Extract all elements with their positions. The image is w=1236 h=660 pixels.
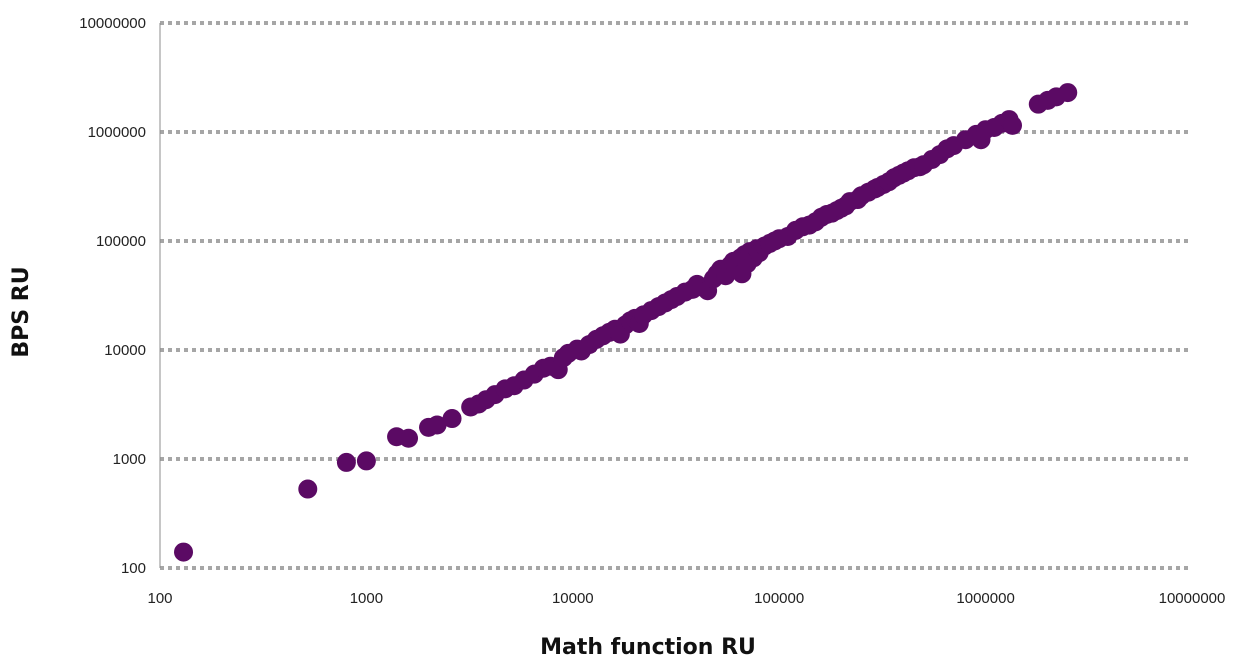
y-tick-label: 100 <box>121 560 146 577</box>
data-point <box>442 409 462 429</box>
data-points <box>174 83 1078 562</box>
data-point <box>399 428 419 448</box>
data-point <box>356 451 376 471</box>
x-tick-label: 10000000 <box>1159 590 1226 607</box>
y-tick-label: 1000 <box>113 451 146 468</box>
data-point <box>298 479 318 499</box>
x-tick-labels: 100 1000 10000 100000 1000000 10000000 <box>147 590 1225 607</box>
y-tick-label: 100000 <box>96 233 146 250</box>
y-tick-label: 1000000 <box>88 124 146 141</box>
data-point <box>1003 115 1023 135</box>
data-point <box>427 415 447 435</box>
y-tick-label: 10000 <box>104 342 146 359</box>
y-tick-label: 10000000 <box>79 15 146 32</box>
x-tick-label: 1000000 <box>956 590 1014 607</box>
x-axis-title: Math function RU <box>540 635 756 660</box>
x-tick-label: 100000 <box>754 590 804 607</box>
y-tick-labels: 100 1000 10000 100000 1000000 10000000 <box>79 15 146 577</box>
grid-lines <box>160 21 1192 570</box>
x-tick-label: 10000 <box>552 590 594 607</box>
data-point <box>1058 83 1078 103</box>
x-tick-label: 100 <box>147 590 172 607</box>
y-axis-title: BPS RU <box>9 266 34 357</box>
data-point <box>336 452 356 472</box>
x-tick-label: 1000 <box>350 590 383 607</box>
data-point <box>174 542 194 562</box>
